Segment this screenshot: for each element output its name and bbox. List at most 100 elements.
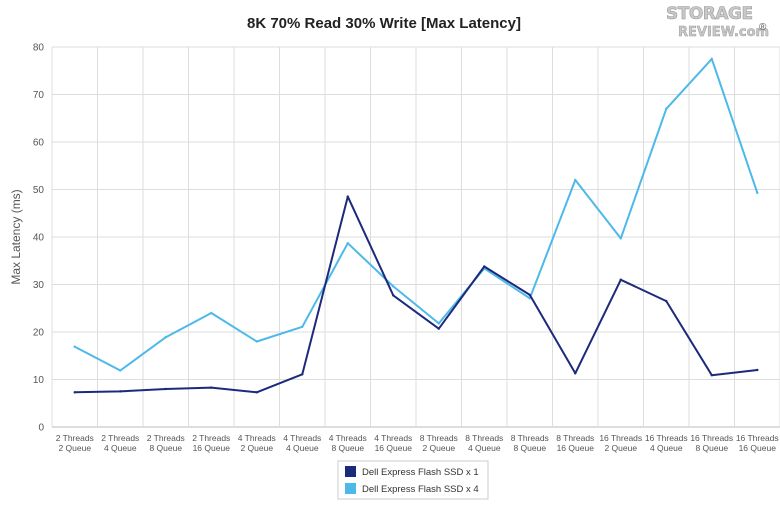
y-axis-label: Max Latency (ms) <box>9 189 23 284</box>
legend-swatch-series-1 <box>345 466 356 477</box>
x-tick-label-line: 8 Queue <box>513 443 546 453</box>
x-tick-label: 4 Threads 2 Queue <box>238 433 276 453</box>
x-tick-label: 8 Threads 2 Queue <box>420 433 458 453</box>
data-point-series-1 <box>255 391 258 394</box>
x-tick-label-line: 16 Threads <box>690 433 733 443</box>
x-tick-label-line: 4 Queue <box>286 443 319 453</box>
x-tick-label: 4 Threads 16 Queue <box>374 433 412 453</box>
x-tick-label-line: 4 Threads <box>238 433 276 443</box>
data-point-series-1 <box>528 293 531 297</box>
x-tick-label-line: 16 Threads <box>736 433 779 443</box>
chart-title: 8K 70% Read 30% Write [Max Latency] <box>247 15 521 32</box>
y-tick-label: 50 <box>33 185 45 196</box>
data-point-series-1 <box>574 372 577 375</box>
x-tick-label-line: 4 Queue <box>650 443 683 453</box>
x-tick-label-line: 2 Threads <box>101 433 139 443</box>
data-point-series-2 <box>665 107 668 110</box>
logo-registered-mark: ® <box>759 22 767 33</box>
y-tick-label: 0 <box>38 423 44 434</box>
data-point-series-1 <box>710 374 713 377</box>
series-line-2 <box>73 57 759 372</box>
data-point-series-2 <box>574 178 577 182</box>
data-point-series-2 <box>119 369 122 372</box>
storage-review-logo: STORAGE REVIEW.com ® <box>666 4 770 41</box>
data-point-series-1 <box>119 390 122 393</box>
series-lines <box>73 57 759 394</box>
data-point-series-2 <box>164 336 167 339</box>
logo-line-1: STORAGE <box>666 4 753 24</box>
x-tick-label-line: 8 Queue <box>149 443 182 453</box>
x-tick-label-line: 4 Threads <box>329 433 367 443</box>
data-point-series-2 <box>73 345 76 348</box>
legend-label-series-1: Dell Express Flash SSD x 1 <box>362 467 479 478</box>
x-tick-label-line: 2 Threads <box>56 433 94 443</box>
x-tick-label-line: 8 Threads <box>465 433 503 443</box>
data-point-series-1 <box>73 391 76 394</box>
x-tick-label-line: 2 Threads <box>192 433 230 443</box>
data-point-series-2 <box>619 237 622 240</box>
data-point-series-2 <box>710 57 713 61</box>
x-tick-label-line: 2 Queue <box>604 443 637 453</box>
data-point-series-2 <box>210 311 213 315</box>
x-tick-label-line: 8 Threads <box>556 433 594 443</box>
x-tick-label-line: 2 Threads <box>147 433 185 443</box>
y-tick-label: 40 <box>33 233 45 244</box>
logo-line-2: REVIEW.com <box>678 25 769 40</box>
x-tick-label: 8 Threads 16 Queue <box>556 433 594 453</box>
x-tick-label-line: 16 Threads <box>645 433 688 443</box>
grid <box>51 46 780 428</box>
data-point-series-1 <box>164 387 167 391</box>
data-point-series-1 <box>210 386 213 389</box>
x-tick-label-line: 16 Queue <box>375 443 413 453</box>
series-line-1 <box>73 195 759 394</box>
legend-box <box>337 460 489 500</box>
y-tick-label: 20 <box>33 328 45 339</box>
x-tick-label: 4 Threads 8 Queue <box>329 433 367 453</box>
x-tick-label: 2 Threads 2 Queue <box>56 433 94 453</box>
x-tick-label-line: 2 Queue <box>240 443 273 453</box>
x-tick-label-line: 16 Threads <box>599 433 642 443</box>
y-tick-label: 30 <box>33 280 45 291</box>
data-point-series-1 <box>483 265 486 268</box>
legend-swatch-series-2 <box>345 483 356 494</box>
data-point-series-2 <box>301 325 304 328</box>
legend-label-series-2: Dell Express Flash SSD x 4 <box>362 484 479 495</box>
x-tick-label-line: 4 Threads <box>374 433 412 443</box>
x-tick-label: 2 Threads 16 Queue <box>192 433 230 453</box>
y-tick-label: 10 <box>33 375 45 386</box>
x-tick-label-line: 8 Threads <box>511 433 549 443</box>
x-tick-label: 16 Threads 4 Queue <box>645 433 688 453</box>
data-point-series-1 <box>665 299 668 303</box>
x-tick-label-line: 4 Queue <box>468 443 501 453</box>
x-tick-label-line: 16 Queue <box>193 443 231 453</box>
x-tick-label: 8 Threads 8 Queue <box>511 433 549 453</box>
data-point-series-1 <box>619 278 622 281</box>
x-tick-label: 16 Threads 2 Queue <box>599 433 642 453</box>
x-tick-label: 16 Threads 16 Queue <box>736 433 779 453</box>
data-point-series-1 <box>346 195 349 198</box>
data-point-series-2 <box>346 241 349 245</box>
x-tick-label-line: 4 Threads <box>283 433 321 443</box>
x-tick-label-line: 8 Queue <box>695 443 728 453</box>
data-point-series-1 <box>437 327 440 330</box>
x-tick-label-line: 2 Queue <box>422 443 455 453</box>
x-tick-label: 2 Threads 8 Queue <box>147 433 185 453</box>
x-tick-label: 8 Threads 4 Queue <box>465 433 503 453</box>
x-tick-label-line: 16 Queue <box>557 443 595 453</box>
data-point-series-1 <box>392 294 395 297</box>
x-tick-label: 16 Threads 8 Queue <box>690 433 733 453</box>
data-point-series-2 <box>255 340 258 343</box>
x-tick-label-line: 16 Queue <box>739 443 777 453</box>
y-tick-label: 60 <box>33 138 45 149</box>
legend: Dell Express Flash SSD x 1 Dell Express … <box>337 460 489 500</box>
x-tick-label: 4 Threads 4 Queue <box>283 433 321 453</box>
x-tick-label-line: 8 Queue <box>331 443 364 453</box>
data-point-series-2 <box>437 322 440 325</box>
x-tick-label-line: 2 Queue <box>58 443 91 453</box>
data-point-series-2 <box>756 191 759 195</box>
x-tick-label-line: 4 Queue <box>104 443 137 453</box>
x-tick-label: 2 Threads 4 Queue <box>101 433 139 453</box>
x-tick-label-line: 8 Threads <box>420 433 458 443</box>
